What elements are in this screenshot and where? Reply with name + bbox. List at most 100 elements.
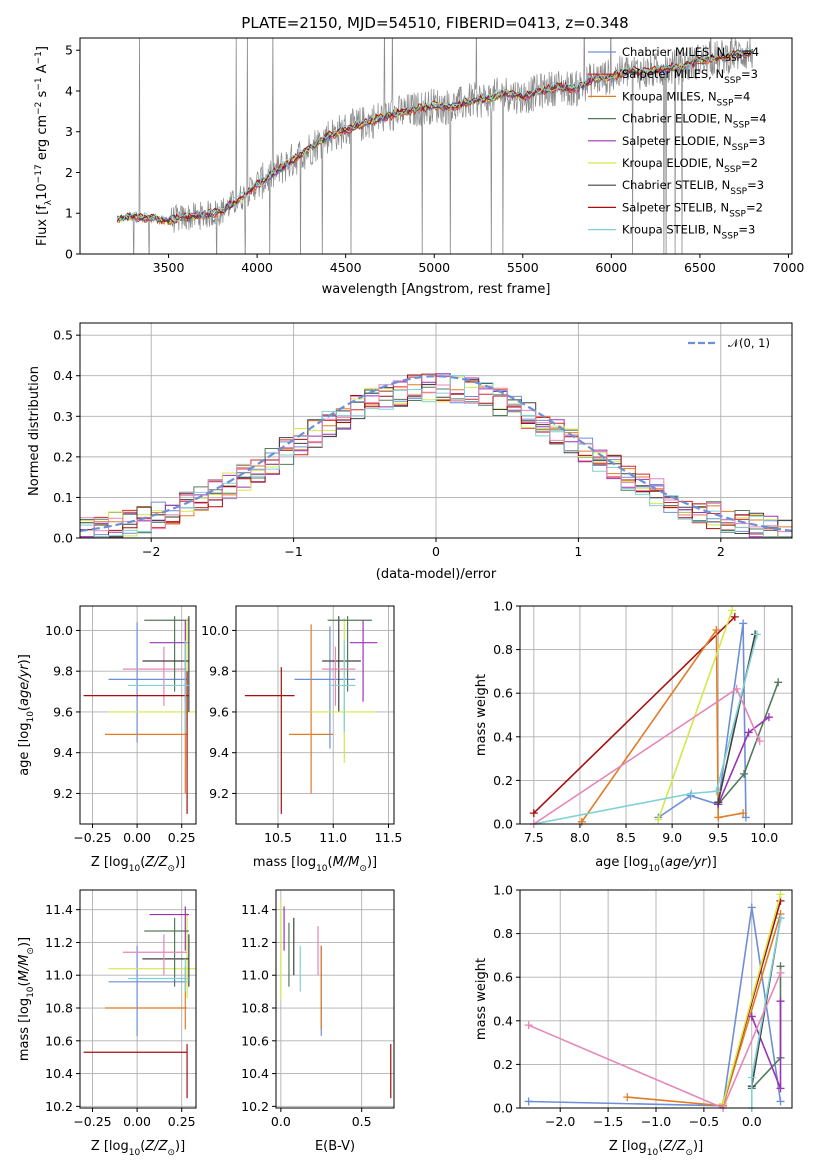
axes-frame — [519, 889, 793, 1109]
legend-entry: Chabrier STELIB, NSSP=3 — [622, 178, 764, 197]
y-axis-label: Flux [fλ10−17 erg cm−2 s−1 A−1] — [34, 46, 54, 246]
weight-point-marker — [776, 997, 785, 1006]
weight-point-marker — [714, 798, 723, 807]
weight-point-marker — [739, 619, 748, 628]
y-axis-label: Normed distribution — [27, 366, 42, 496]
x-axis-label: age [log10(age/yr)] — [595, 855, 717, 874]
y-tick-label: 0.8 — [493, 926, 513, 941]
panel-massweight-vs-age: 7.5 8.0 8.5 9.0 9.5 10.0 0.0 0.2 0.4 0.6 0.8 1.0 age… — [474, 599, 793, 874]
x-axis-label: (data-model)/error — [376, 567, 497, 582]
weight-point-marker — [744, 728, 753, 737]
x-tick-label: 0.00 — [123, 830, 151, 845]
x-tick-label: 7.5 — [524, 830, 544, 845]
x-tick-label: 4500 — [330, 260, 362, 275]
y-tick-label: 10.8 — [241, 1001, 269, 1016]
weight-point-marker — [776, 968, 785, 977]
x-axis-label: Z [log10(Z/Z⊙)] — [609, 1139, 703, 1158]
model-spectrum-line — [117, 50, 754, 225]
x-tick-label: 5000 — [418, 260, 450, 275]
x-tick-label: 0.0 — [742, 1114, 762, 1129]
weight-point-marker — [654, 815, 663, 824]
y-tick-label: 9.8 — [53, 664, 73, 679]
x-tick-label: 4000 — [241, 260, 273, 275]
panel-mass-vs-Z: −0.25 0.00 0.25 10.2 10.4 10.6 10.8 11.0 11.2 11.… — [17, 889, 197, 1158]
panel-mass-vs-EBV: 0.0 0.5 10.2 10.4 10.6 10.8 11.0 11.2 11.4 E(B-V) — [241, 889, 395, 1154]
weight-point-marker — [774, 678, 783, 687]
axes-frame — [79, 322, 793, 539]
weight-series-line — [528, 907, 782, 1107]
y-tick-label: 1.0 — [493, 599, 513, 614]
x-axis-label: Z [log10(Z/Z⊙)] — [91, 855, 185, 874]
y-tick-label: 0.2 — [493, 773, 513, 788]
x-tick-label: −0.25 — [73, 830, 111, 845]
y-tick-label: 9.2 — [209, 786, 229, 801]
x-tick-label: 10.0 — [750, 830, 778, 845]
y-tick-label: 9.6 — [209, 704, 229, 719]
y-tick-label: 0.0 — [53, 531, 73, 546]
weight-series-line — [533, 616, 736, 814]
panel-spectrum: 3500 4000 4500 5000 5500 6000 6500 7000 0 1 2 3 4 5 Ch… — [34, 37, 805, 297]
weight-point-marker — [712, 787, 721, 796]
x-tick-label: 11.0 — [319, 830, 347, 845]
y-tick-label: 0.6 — [493, 970, 513, 985]
weight-point-marker — [755, 737, 764, 746]
x-tick-label: 11.5 — [375, 830, 403, 845]
weight-point-marker — [747, 903, 756, 912]
legend-entry: Chabrier ELODIE, NSSP=4 — [622, 112, 767, 131]
y-tick-label: 1 — [65, 206, 73, 221]
weight-series-line — [657, 610, 733, 820]
histogram-step — [80, 380, 792, 533]
weight-point-marker — [747, 1073, 756, 1082]
legend-entry: Salpeter STELIB, NSSP=2 — [622, 200, 763, 219]
y-tick-label: 9.2 — [53, 786, 73, 801]
x-tick-label: 6000 — [595, 260, 627, 275]
y-tick-label: 9.4 — [209, 745, 229, 760]
y-tick-label: 11.2 — [45, 935, 73, 950]
x-axis-label: Z [log10(Z/Z⊙)] — [91, 1139, 185, 1158]
axes-frame — [79, 37, 793, 255]
x-tick-label: −1 — [284, 544, 302, 559]
weight-point-marker — [732, 684, 741, 693]
y-tick-label: 11.0 — [45, 968, 73, 983]
y-axis-label: mass weight — [474, 958, 489, 1040]
x-tick-label: 1 — [574, 544, 582, 559]
y-tick-label: 0.2 — [493, 1057, 513, 1072]
y-tick-label: 0.3 — [53, 409, 73, 424]
legend-entry: Kroupa STELIB, NSSP=3 — [622, 223, 755, 242]
x-axis-label: mass [log10(M/M⊙)] — [253, 855, 377, 874]
y-axis-label: mass [log10(M/M⊙)] — [17, 937, 36, 1061]
y-tick-label: 1.0 — [493, 883, 513, 898]
x-tick-label: 9.5 — [708, 830, 728, 845]
y-tick-label: 11.2 — [241, 935, 269, 950]
y-tick-label: 0.1 — [53, 490, 73, 505]
weight-point-marker — [752, 630, 761, 639]
weight-series-line — [722, 894, 782, 1104]
weight-series-line — [533, 634, 758, 824]
x-tick-label: 8.0 — [570, 830, 590, 845]
x-tick-label: 6500 — [684, 260, 716, 275]
y-tick-label: 10.4 — [45, 1066, 73, 1081]
legend-entry: Salpeter MILES, NSSP=3 — [622, 67, 758, 86]
legend-entry: 𝒩(0, 1) — [728, 336, 770, 350]
x-tick-label: 0.00 — [123, 1114, 151, 1129]
weight-point-marker — [524, 1021, 533, 1030]
axes-frame — [519, 605, 793, 825]
y-tick-label: 9.6 — [53, 704, 73, 719]
x-tick-label: 7000 — [773, 260, 805, 275]
y-tick-label: 9.8 — [209, 664, 229, 679]
x-tick-label: −2.0 — [545, 1114, 575, 1129]
weight-point-marker — [687, 789, 696, 798]
weight-point-marker — [728, 606, 737, 615]
weight-point-marker — [776, 914, 785, 923]
panel-massweight-vs-Z: −2.0 −1.5 −1.0 −0.5 0.0 0.0 0.2 0.4 0.6 0.8 1.0 Z [… — [474, 883, 793, 1158]
x-tick-label: 0.5 — [352, 1114, 372, 1129]
weight-point-marker — [764, 713, 773, 722]
y-tick-label: 10.2 — [241, 1099, 269, 1114]
x-axis-label: wavelength [Angstrom, rest frame] — [322, 282, 551, 297]
y-tick-label: 4 — [65, 83, 73, 98]
y-axis-label: mass weight — [474, 674, 489, 756]
y-tick-label: 2 — [65, 165, 73, 180]
x-tick-label: 10.5 — [264, 830, 292, 845]
legend-entry: Kroupa ELODIE, NSSP=2 — [622, 156, 758, 175]
y-tick-label: 10.6 — [45, 1033, 73, 1048]
